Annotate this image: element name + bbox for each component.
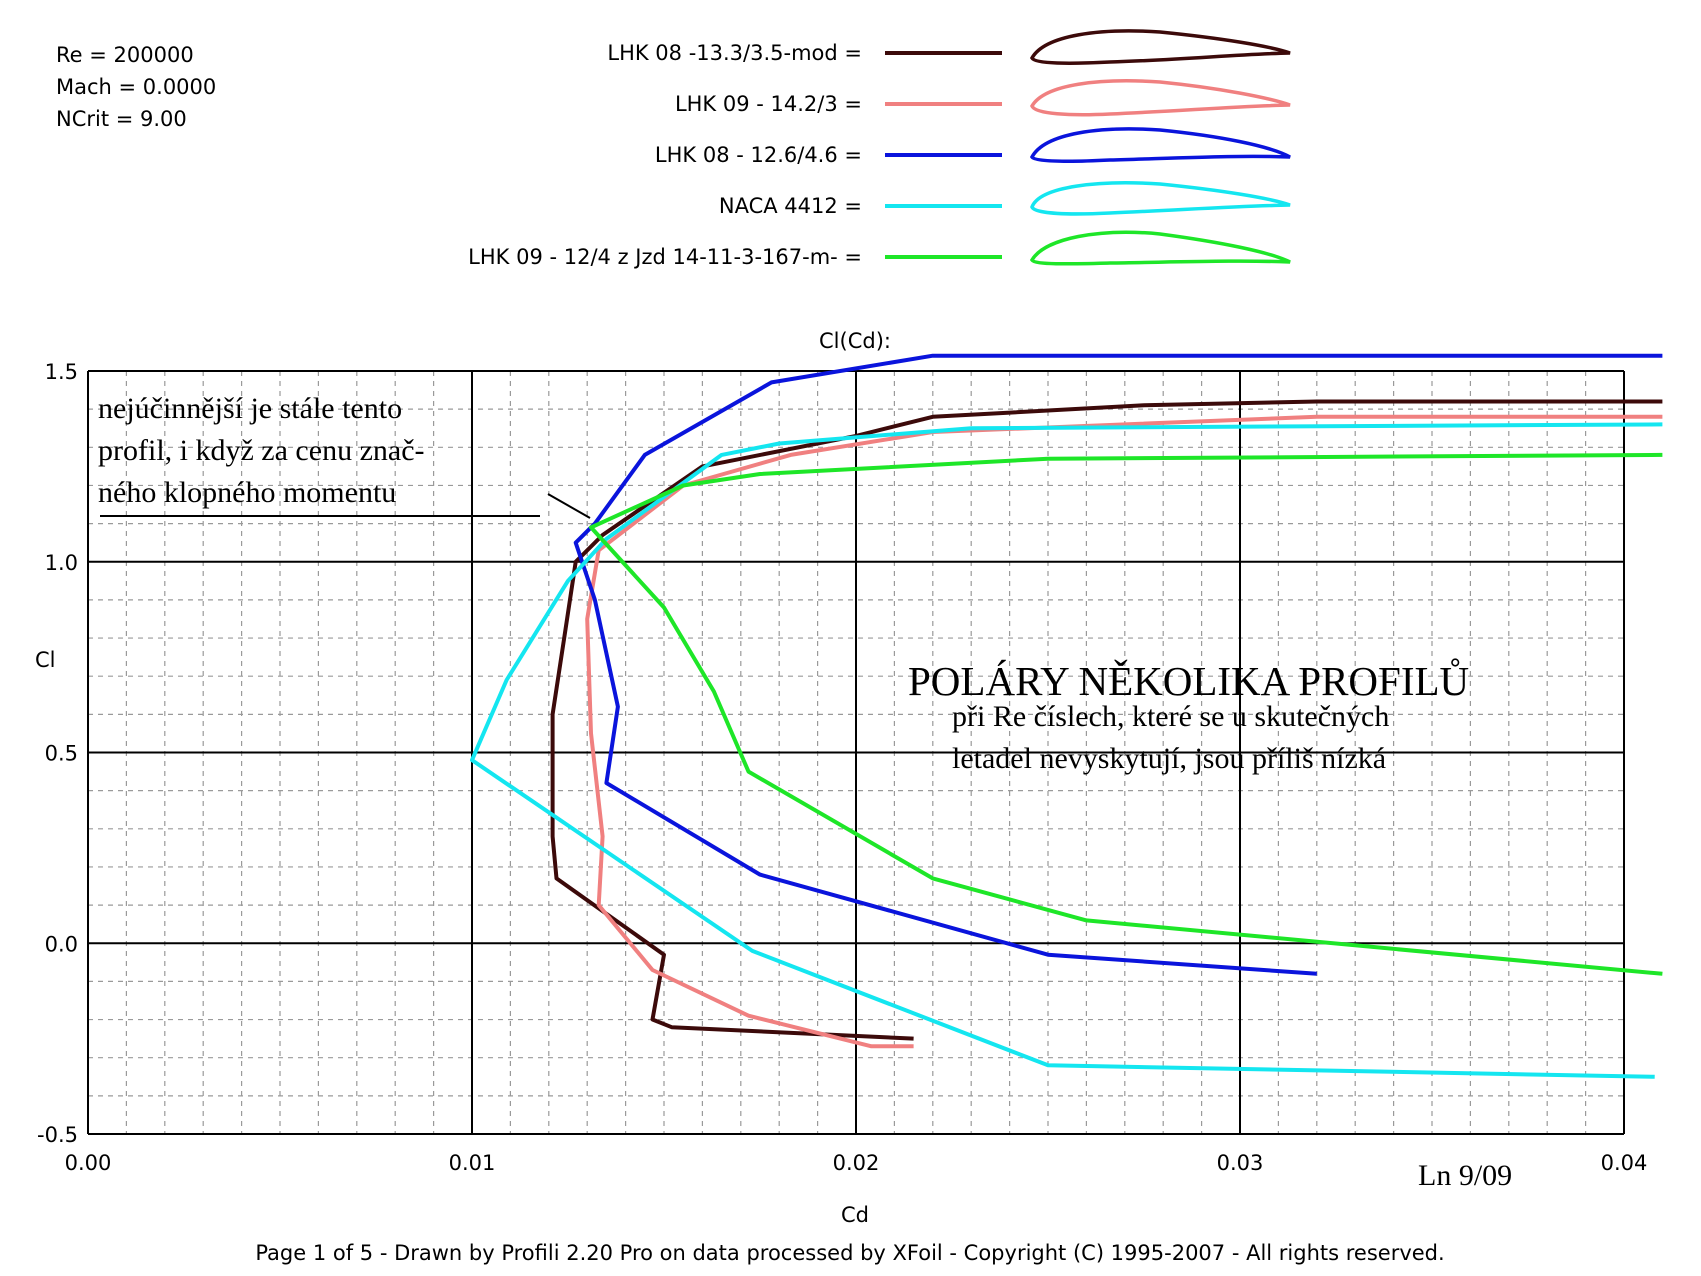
legend-label-4: NACA 4412 = [719,194,862,218]
note-line-1: nejúčinnější je stále tento [98,392,402,425]
annotation-title: POLÁRY NĚKOLIKA PROFILŮ [908,658,1469,704]
x-tick-label: 0.03 [1217,1151,1264,1175]
series-line-5 [589,452,1663,976]
info-ncrit: NCrit = 9.00 [56,107,187,131]
series-line-2 [585,414,1663,1049]
series-layer [470,353,1663,1079]
info-block: Re = 200000 Mach = 0.0000 NCrit = 9.00 [56,43,216,131]
x-tick-label: 0.04 [1601,1151,1648,1175]
signature: Ln 9/09 [1418,1159,1512,1192]
best-profile-note: nejúčinnější je stále tento profil, i kd… [98,392,591,519]
info-mach: Mach = 0.0000 [56,75,216,99]
series-line-4 [470,422,1663,1079]
legend-label-1: LHK 08 -13.3/3.5-mod = [607,41,862,65]
legend-label-2: LHK 09 - 14.2/3 = [675,92,862,116]
legend-airfoil-icon-4 [1030,181,1291,216]
y-tick-label: 1.5 [45,360,78,384]
x-axis-label: Cd [841,1203,869,1227]
axis-labels: 0.00 0.01 0.02 0.03 0.04 1.5 1.0 0.5 0.0 -0.5 [37,360,1647,1175]
series-line-3 [573,353,1663,976]
info-re: Re = 200000 [56,43,194,67]
legend-airfoil-icon-5 [1029,230,1291,266]
y-tick-label: -0.5 [37,1123,78,1147]
legend-airfoil-icon-2 [1030,79,1291,117]
x-tick-label: 0.01 [449,1151,496,1175]
footer-text: Page 1 of 5 - Drawn by Profili 2.20 Pro … [255,1241,1444,1265]
legend-airfoil-icon-3 [1029,127,1291,163]
legend-label-5: LHK 09 - 12/4 z Jzd 14-11-3-167-m- = [468,245,862,269]
y-tick-label: 0.0 [45,932,78,956]
grid-major [87,370,1625,1135]
series-line-1 [550,399,1663,1041]
y-tick-label: 0.5 [45,742,78,766]
legend-label-3: LHK 08 - 12.6/4.6 = [655,143,862,167]
x-tick-label: 0.02 [833,1151,880,1175]
y-tick-label: 1.0 [45,551,78,575]
legend: LHK 08 -13.3/3.5-mod = LHK 09 - 14.2/3 = L… [468,29,1291,269]
chart-title: Cl(Cd): [819,329,891,353]
legend-airfoil-icon-1 [1030,29,1291,65]
annotation-subtitle-1: při Re číslech, které se u skutečných [952,700,1389,733]
x-tick-label: 0.00 [65,1151,112,1175]
note-pointer [547,493,591,519]
y-axis-label: Cl [35,648,56,672]
note-line-3: ného klopného momentu [98,476,396,509]
note-line-2: profil, i když za cenu znač- [98,434,425,467]
annotation-subtitle-2: letadel nevyskytují, jsou příliš nízká [952,742,1386,775]
